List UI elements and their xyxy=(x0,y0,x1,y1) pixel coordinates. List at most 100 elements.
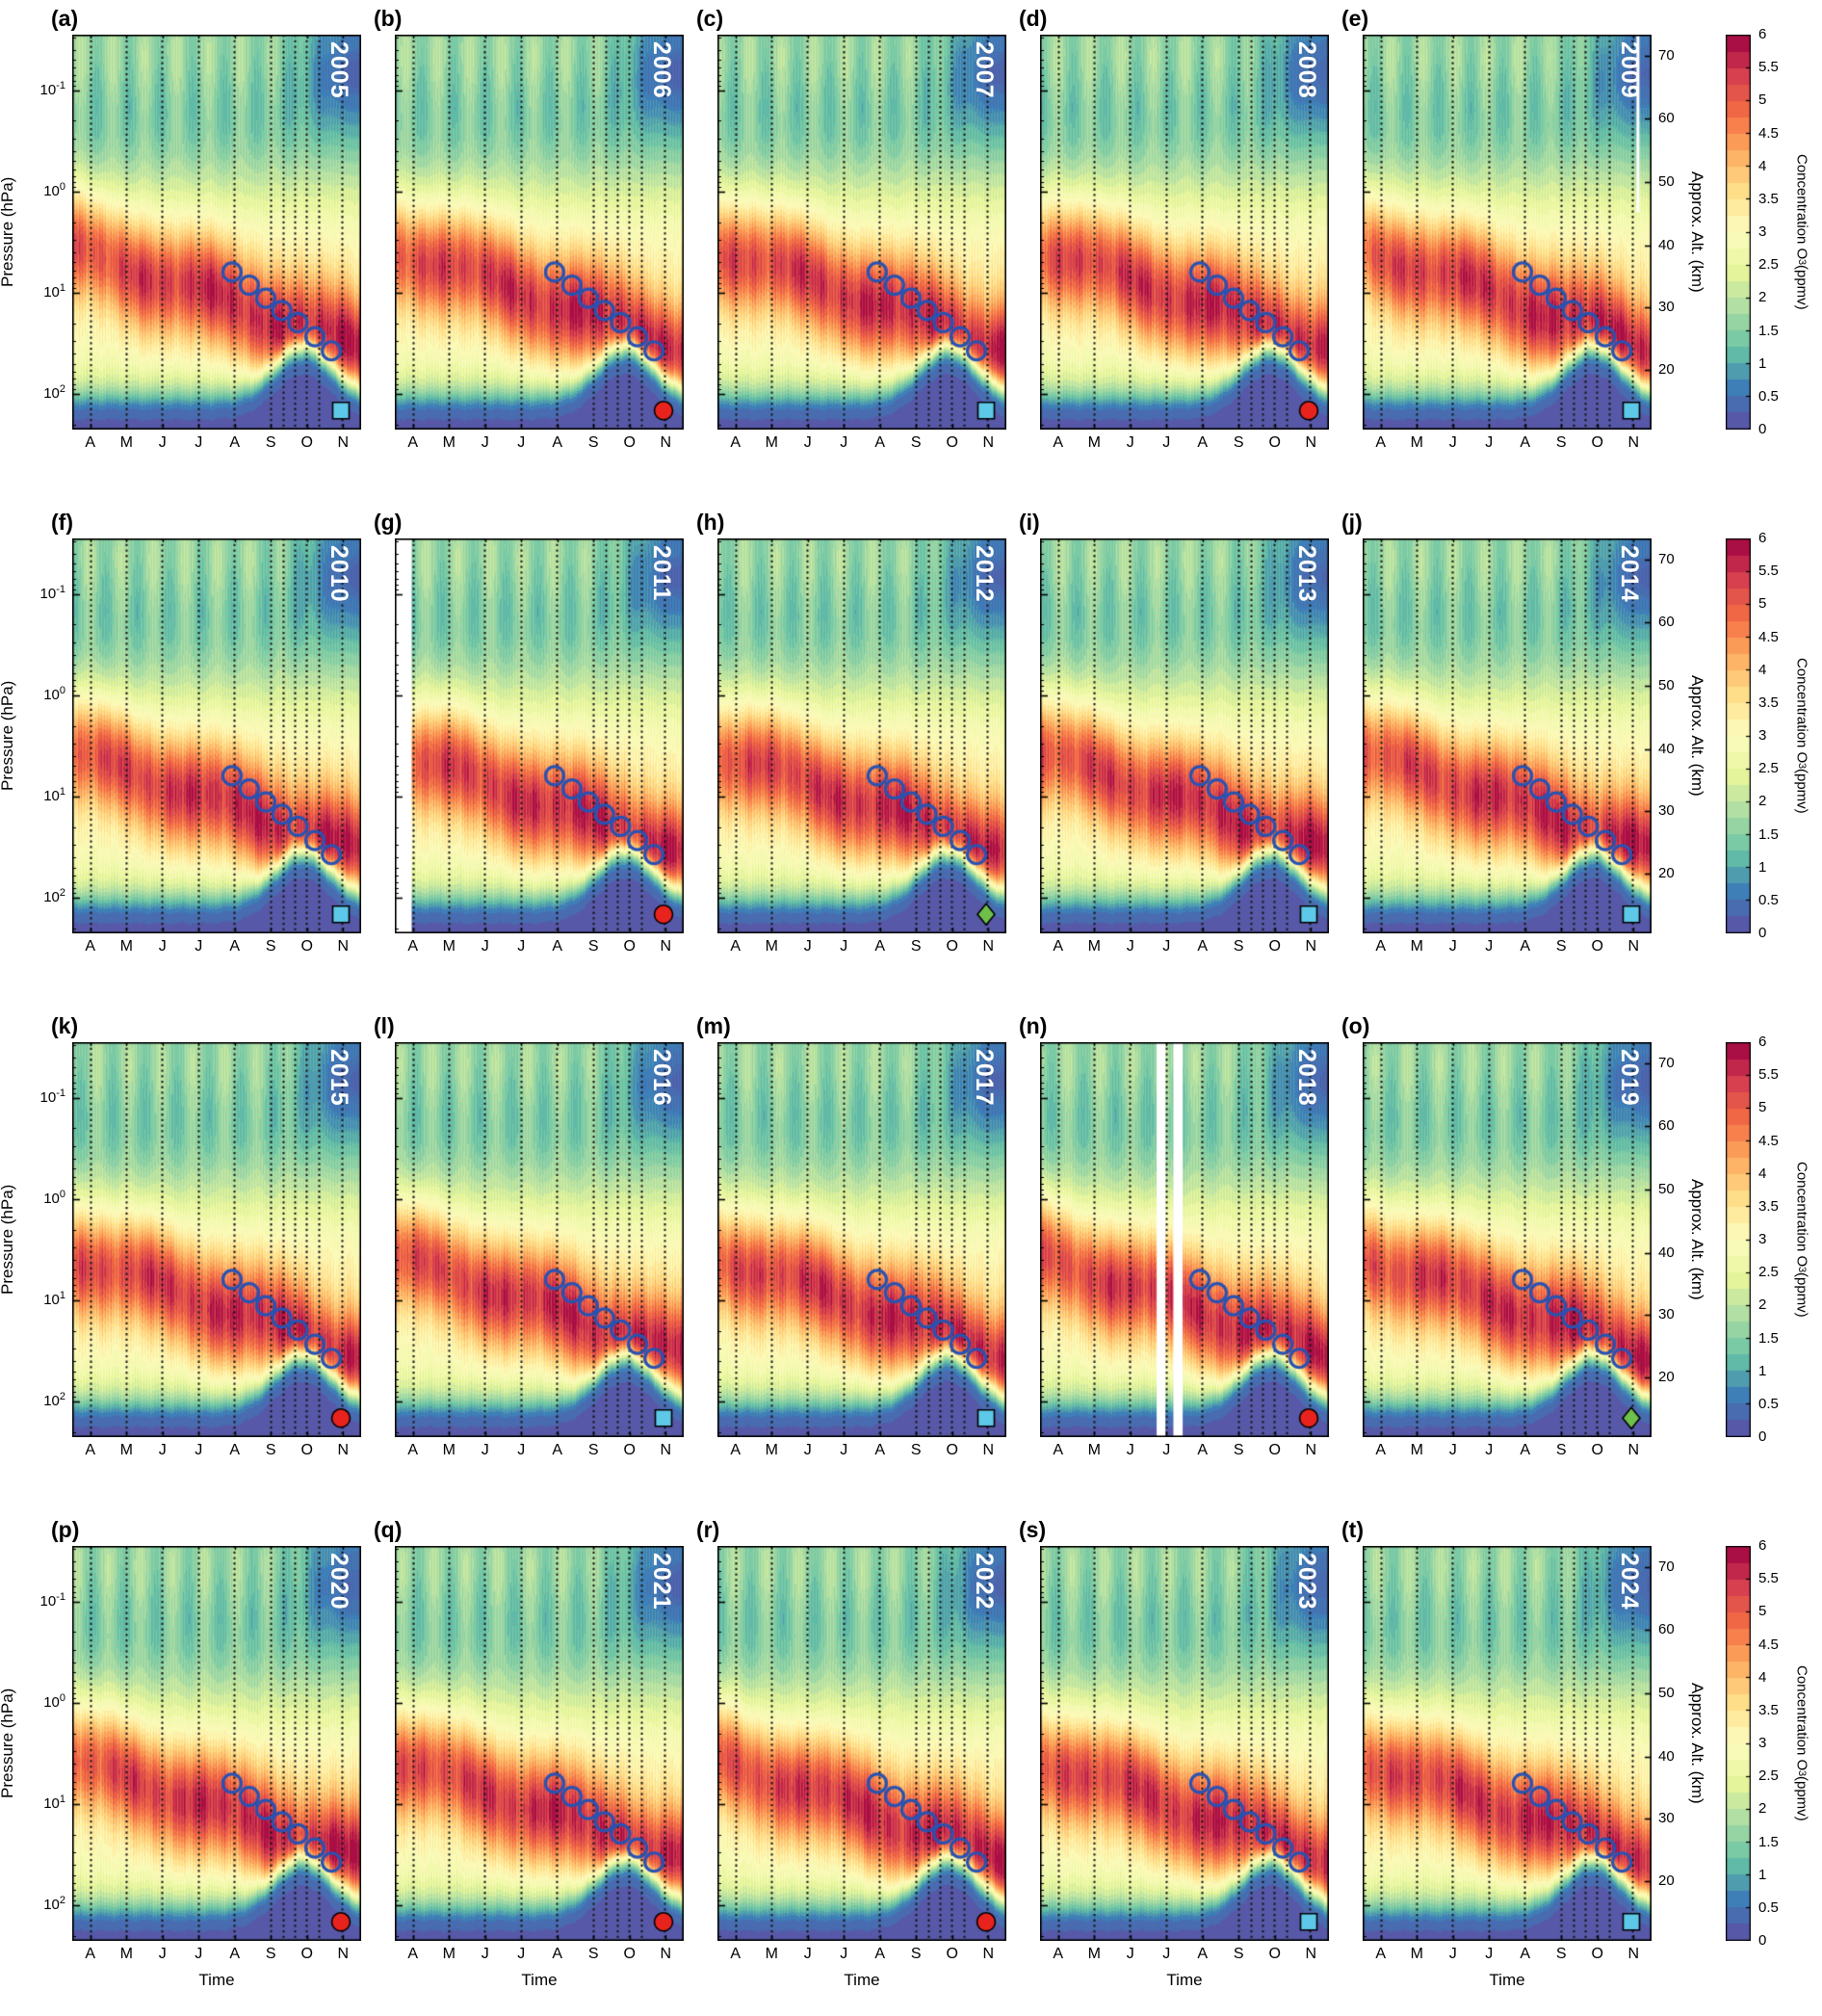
colorbar-tick-label: 5.5 xyxy=(1758,563,1779,580)
ozone-contour-canvas-2005 xyxy=(72,35,361,430)
time-axis-label: Time xyxy=(198,1971,235,1989)
ozone-contour-canvas-2006 xyxy=(395,35,684,430)
month-tick-label: A xyxy=(1375,938,1387,955)
time-axis-label: Time xyxy=(1489,1971,1525,1989)
month-tick-label: S xyxy=(1555,1946,1567,1962)
altitude-tick-label: 70 xyxy=(1658,1055,1675,1072)
colorbar-tick-label: 6 xyxy=(1758,1034,1767,1050)
colorbar xyxy=(1726,35,1751,430)
month-tick-label: J xyxy=(840,1442,848,1458)
colorbar-tick-label: 4.5 xyxy=(1758,1636,1779,1653)
panel-letter-i: (i) xyxy=(1019,510,1040,535)
colorbar-tick-label: 5.5 xyxy=(1758,1066,1779,1084)
colorbar-tick-label: 0 xyxy=(1758,925,1767,941)
altitude-axis-title: Approx. Alt. (km) xyxy=(1688,171,1706,293)
pressure-tick-label: 10-1 xyxy=(39,583,65,602)
pressure-tick-label: 100 xyxy=(43,1188,65,1207)
month-tick-label: J xyxy=(195,434,203,451)
pressure-tick-label: 100 xyxy=(43,180,65,199)
panel-letter-j: (j) xyxy=(1341,510,1363,535)
month-tick-label: M xyxy=(765,1442,778,1458)
colorbar-tick-label: 3 xyxy=(1758,727,1767,744)
altitude-tick-label: 30 xyxy=(1658,298,1675,315)
colorbar-tick-label: 2.5 xyxy=(1758,1767,1779,1785)
month-tick-label: M xyxy=(1087,938,1101,955)
ozone-contour-canvas-2015 xyxy=(72,1042,361,1437)
month-tick-label: A xyxy=(1520,434,1531,451)
time-axis-label: Time xyxy=(521,1971,558,1989)
month-tick-label: M xyxy=(1087,1946,1101,1962)
month-tick-label: J xyxy=(1485,1946,1494,1962)
month-tick-label: J xyxy=(1485,938,1494,955)
month-tick-label: O xyxy=(300,434,313,451)
year-label-2015: 2015 xyxy=(325,1049,352,1107)
colorbar-tick-label: 1.5 xyxy=(1758,1833,1779,1850)
month-tick-label: J xyxy=(517,1442,526,1458)
month-tick-label: J xyxy=(1448,938,1457,955)
month-tick-label: A xyxy=(552,434,563,451)
colorbar-tick-label: 3 xyxy=(1758,223,1767,240)
colorbar-tick-label: 3 xyxy=(1758,1231,1767,1247)
altitude-tick-label: 50 xyxy=(1658,1181,1675,1198)
month-tick-label: M xyxy=(442,434,456,451)
year-label-2005: 2005 xyxy=(325,41,352,99)
month-tick-label: O xyxy=(1591,1442,1603,1458)
month-tick-label: J xyxy=(1448,1946,1457,1962)
colorbar xyxy=(1726,1546,1751,1941)
month-tick-label: J xyxy=(195,1946,203,1962)
month-tick-label: O xyxy=(300,1946,313,1962)
colorbar-tick-label: 5.5 xyxy=(1758,59,1779,76)
month-tick-label: J xyxy=(195,1442,203,1458)
colorbar-tick-label: 1 xyxy=(1758,1362,1767,1379)
month-tick-label: M xyxy=(1410,938,1423,955)
month-tick-label: J xyxy=(158,434,167,451)
colorbar-tick-label: 4.5 xyxy=(1758,1132,1779,1149)
colorbar-tick-label: 3.5 xyxy=(1758,190,1779,207)
month-tick-label: J xyxy=(481,434,489,451)
month-tick-label: A xyxy=(874,434,886,451)
month-tick-label: J xyxy=(840,434,848,451)
colorbar-tick-label: 3 xyxy=(1758,1735,1767,1751)
altitude-tick-label: 50 xyxy=(1658,1685,1675,1702)
month-tick-label: N xyxy=(982,938,995,955)
month-tick-label: J xyxy=(803,434,812,451)
month-tick-label: N xyxy=(1305,938,1317,955)
year-label-2014: 2014 xyxy=(1616,545,1643,603)
year-label-2009: 2009 xyxy=(1616,41,1643,99)
colorbar-tick-label: 6 xyxy=(1758,530,1767,546)
year-label-2020: 2020 xyxy=(325,1553,352,1610)
month-tick-label: S xyxy=(265,434,276,451)
month-tick-label: M xyxy=(442,938,456,955)
pressure-tick-label: 101 xyxy=(43,282,65,301)
panel-letter-k: (k) xyxy=(51,1013,79,1038)
altitude-tick-label: 40 xyxy=(1658,236,1675,253)
month-tick-label: N xyxy=(982,1442,995,1458)
month-tick-label: A xyxy=(730,1442,742,1458)
month-tick-label: N xyxy=(660,1442,672,1458)
altitude-axis-title: Approx. Alt. (km) xyxy=(1688,675,1706,797)
month-tick-label: J xyxy=(840,938,848,955)
altitude-tick-label: 30 xyxy=(1658,801,1675,819)
month-tick-label: A xyxy=(1197,1946,1209,1962)
colorbar-tick-label: 2 xyxy=(1758,1800,1767,1818)
month-tick-label: J xyxy=(1485,1442,1494,1458)
altitude-tick-label: 30 xyxy=(1658,1809,1675,1826)
month-tick-label: J xyxy=(481,938,489,955)
month-tick-label: J xyxy=(1485,434,1494,451)
panel-letter-d: (d) xyxy=(1019,6,1048,31)
month-tick-label: A xyxy=(552,1442,563,1458)
month-tick-label: A xyxy=(1053,938,1064,955)
colorbar-tick-label: 5 xyxy=(1758,595,1767,613)
month-tick-label: A xyxy=(730,938,742,955)
year-label-2007: 2007 xyxy=(971,41,998,99)
panel-letter-l: (l) xyxy=(374,1013,395,1038)
month-tick-label: S xyxy=(1555,434,1567,451)
colorbar-tick-label: 0 xyxy=(1758,1428,1767,1445)
colorbar-tick-label: 6 xyxy=(1758,26,1767,42)
month-tick-label: O xyxy=(1268,1946,1281,1962)
month-tick-label: J xyxy=(481,1442,489,1458)
month-tick-label: J xyxy=(517,938,526,955)
